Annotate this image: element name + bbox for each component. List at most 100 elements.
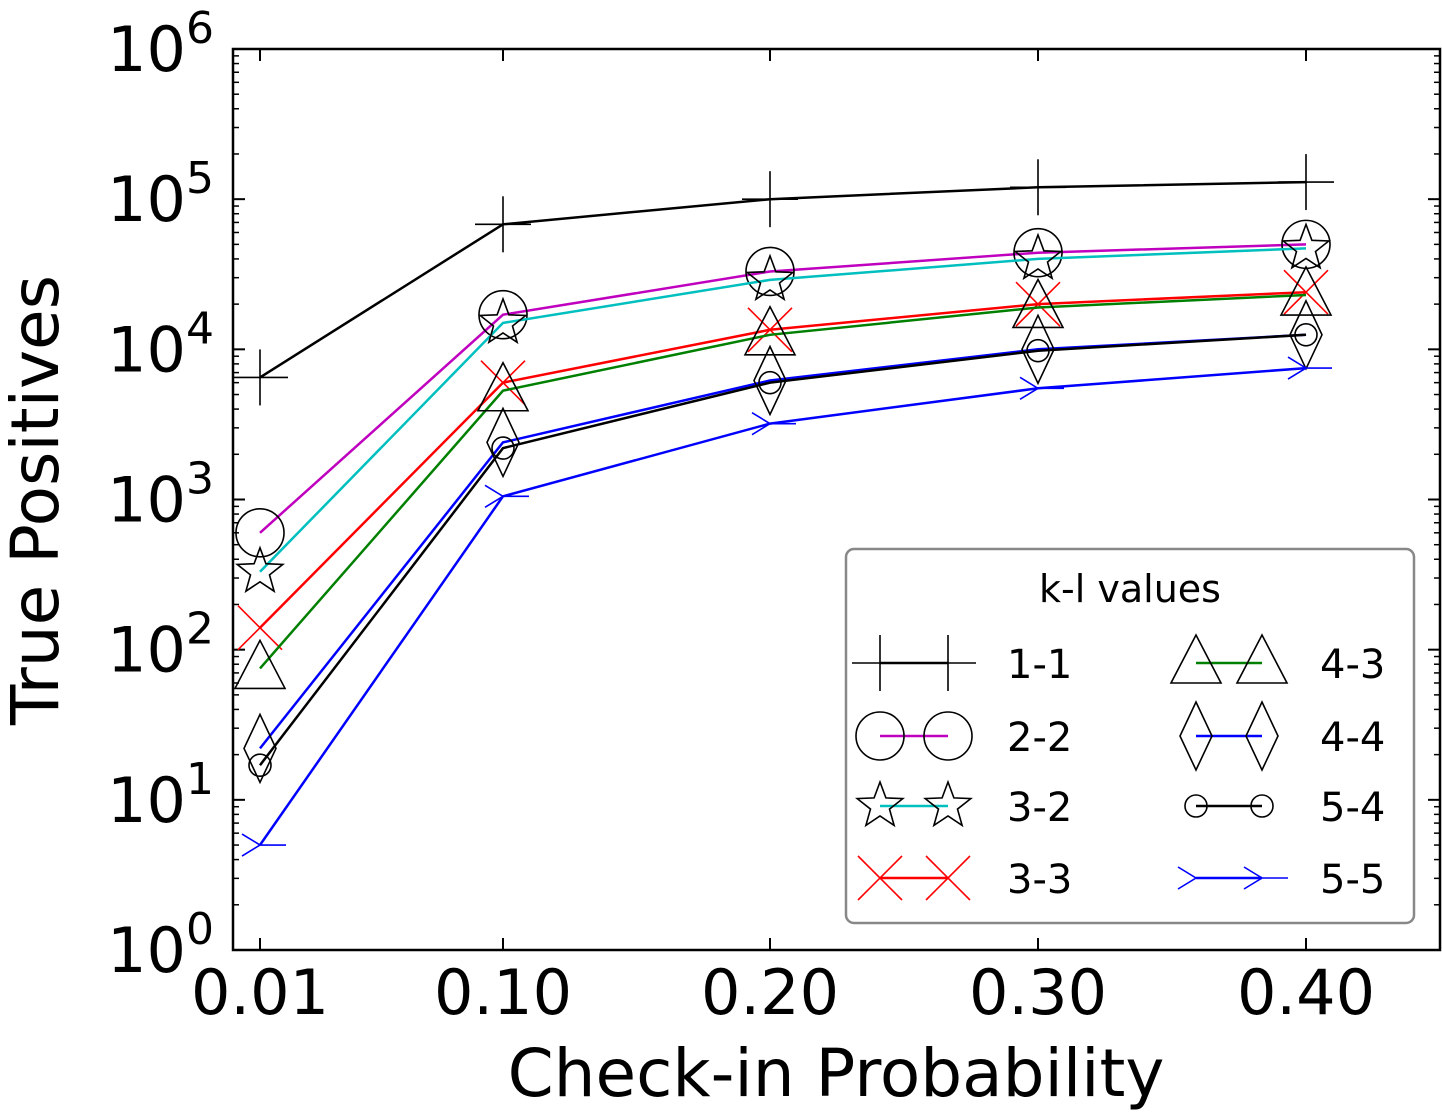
diamond-marker <box>1021 313 1055 386</box>
triangle-marker <box>1169 633 1223 684</box>
x-tick-label: 0.20 <box>701 956 839 1029</box>
axis-ticks <box>233 48 1440 951</box>
y-tick-exponent: 3 <box>186 454 214 505</box>
legend-item-5-4: 5-4 <box>1184 785 1385 831</box>
plus-marker <box>920 635 976 691</box>
legend-item-2-2: 2-2 <box>855 711 1072 761</box>
x-axis-tick-labels: 0.01 0.10 0.20 0.30 0.40 <box>191 956 1375 1029</box>
legend-box <box>844 547 1416 925</box>
series-line <box>259 333 1307 766</box>
y-tick-base: 10 <box>107 163 186 236</box>
star-marker <box>235 545 285 594</box>
tri-right-marker <box>751 411 796 436</box>
diamond-marker <box>243 712 277 785</box>
circle-large-marker <box>745 246 795 297</box>
legend-item-1-1: 1-1 <box>852 635 1072 691</box>
star-marker <box>1013 232 1063 281</box>
circle-large-marker <box>235 508 285 558</box>
circle-large-marker <box>855 711 905 761</box>
y-tick-label: 106 <box>107 3 214 86</box>
y-tick-exponent: 0 <box>186 904 214 955</box>
circle-small-marker <box>491 436 515 460</box>
y-tick-exponent: 6 <box>186 3 214 54</box>
legend-title: k-l values <box>1039 567 1221 611</box>
circle-large-marker <box>923 711 973 761</box>
marker-stroke <box>480 360 526 406</box>
legend-label: 3-2 <box>1007 785 1072 831</box>
triangle-marker <box>476 361 530 412</box>
legend-item-3-3: 3-3 <box>857 855 1072 903</box>
series-line <box>259 247 1307 573</box>
legend-label: 3-3 <box>1007 857 1072 903</box>
circle-large-marker <box>1013 227 1063 278</box>
x-marker <box>237 605 283 651</box>
legend: k-l values 1-1 2-2 3-2 3-3 4-3 4-4 5-4 5-5 <box>844 547 1416 925</box>
tri-right-marker <box>1287 356 1332 380</box>
y-tick-label: 101 <box>107 754 214 837</box>
series-layer <box>232 154 1334 857</box>
legend-label: 5-5 <box>1320 857 1385 903</box>
tri-right-marker <box>241 833 286 857</box>
y-tick-label: 100 <box>107 904 214 987</box>
y-tick-base: 10 <box>107 764 186 837</box>
x-marker <box>480 360 526 406</box>
star-marker <box>1281 222 1331 270</box>
x-marker <box>925 855 971 901</box>
triangle-marker <box>743 305 797 356</box>
x-marker <box>1283 269 1329 315</box>
star-marker <box>745 253 795 302</box>
circle-small-marker <box>1250 794 1274 818</box>
y-tick-base: 10 <box>107 13 186 86</box>
legend-label: 1-1 <box>1007 642 1072 688</box>
diamond-marker <box>1179 700 1213 772</box>
star-marker <box>923 779 973 828</box>
legend-item-5-5: 5-5 <box>1177 857 1385 903</box>
tri-right-marker <box>1019 376 1064 401</box>
legend-label: 2-2 <box>1007 715 1072 761</box>
x-tick-label: 0.10 <box>434 956 572 1029</box>
diamond-marker <box>1245 700 1279 772</box>
legend-item-4-4: 4-4 <box>1179 700 1385 772</box>
series-2-2 <box>235 219 1331 558</box>
marker-stroke <box>1015 281 1061 327</box>
plus-marker <box>475 196 531 253</box>
legend-label: 5-4 <box>1320 785 1385 831</box>
y-tick-exponent: 1 <box>186 754 214 805</box>
triangle-marker <box>233 638 287 690</box>
x-marker <box>1015 281 1061 327</box>
y-tick-base: 10 <box>107 313 186 386</box>
triangle-marker <box>1235 633 1289 684</box>
series-line <box>259 243 1307 534</box>
y-tick-base: 10 <box>107 464 186 537</box>
star-marker <box>478 296 528 345</box>
marker-stroke <box>747 307 793 353</box>
legend-item-4-3: 4-3 <box>1169 633 1385 688</box>
y-tick-base: 10 <box>107 614 186 687</box>
series-line <box>259 293 1307 670</box>
circle-small-marker <box>1294 322 1318 347</box>
diamond-marker <box>753 344 787 417</box>
series-5-4 <box>248 322 1318 778</box>
series-4-3 <box>233 265 1333 690</box>
y-tick-exponent: 2 <box>186 604 214 655</box>
circle-small-marker <box>758 370 782 395</box>
circle-small-marker <box>248 753 272 778</box>
x-tick-label: 0.01 <box>191 956 329 1029</box>
plus-marker <box>852 635 908 691</box>
tri-right-marker <box>484 484 529 509</box>
x-tick-label: 0.40 <box>1237 956 1375 1029</box>
legend-item-3-2: 3-2 <box>855 779 1072 831</box>
y-tick-exponent: 4 <box>186 303 214 354</box>
y-tick-label: 105 <box>107 153 214 236</box>
legend-label: 4-3 <box>1320 642 1385 688</box>
series-1-1 <box>232 154 1334 406</box>
y-tick-label: 103 <box>107 454 214 537</box>
tri-right-marker <box>1243 866 1288 890</box>
circle-large-marker <box>478 289 528 340</box>
x-marker <box>857 855 903 901</box>
triangle-marker <box>1011 277 1065 329</box>
series-3-2 <box>235 222 1331 594</box>
plus-marker <box>232 349 288 406</box>
